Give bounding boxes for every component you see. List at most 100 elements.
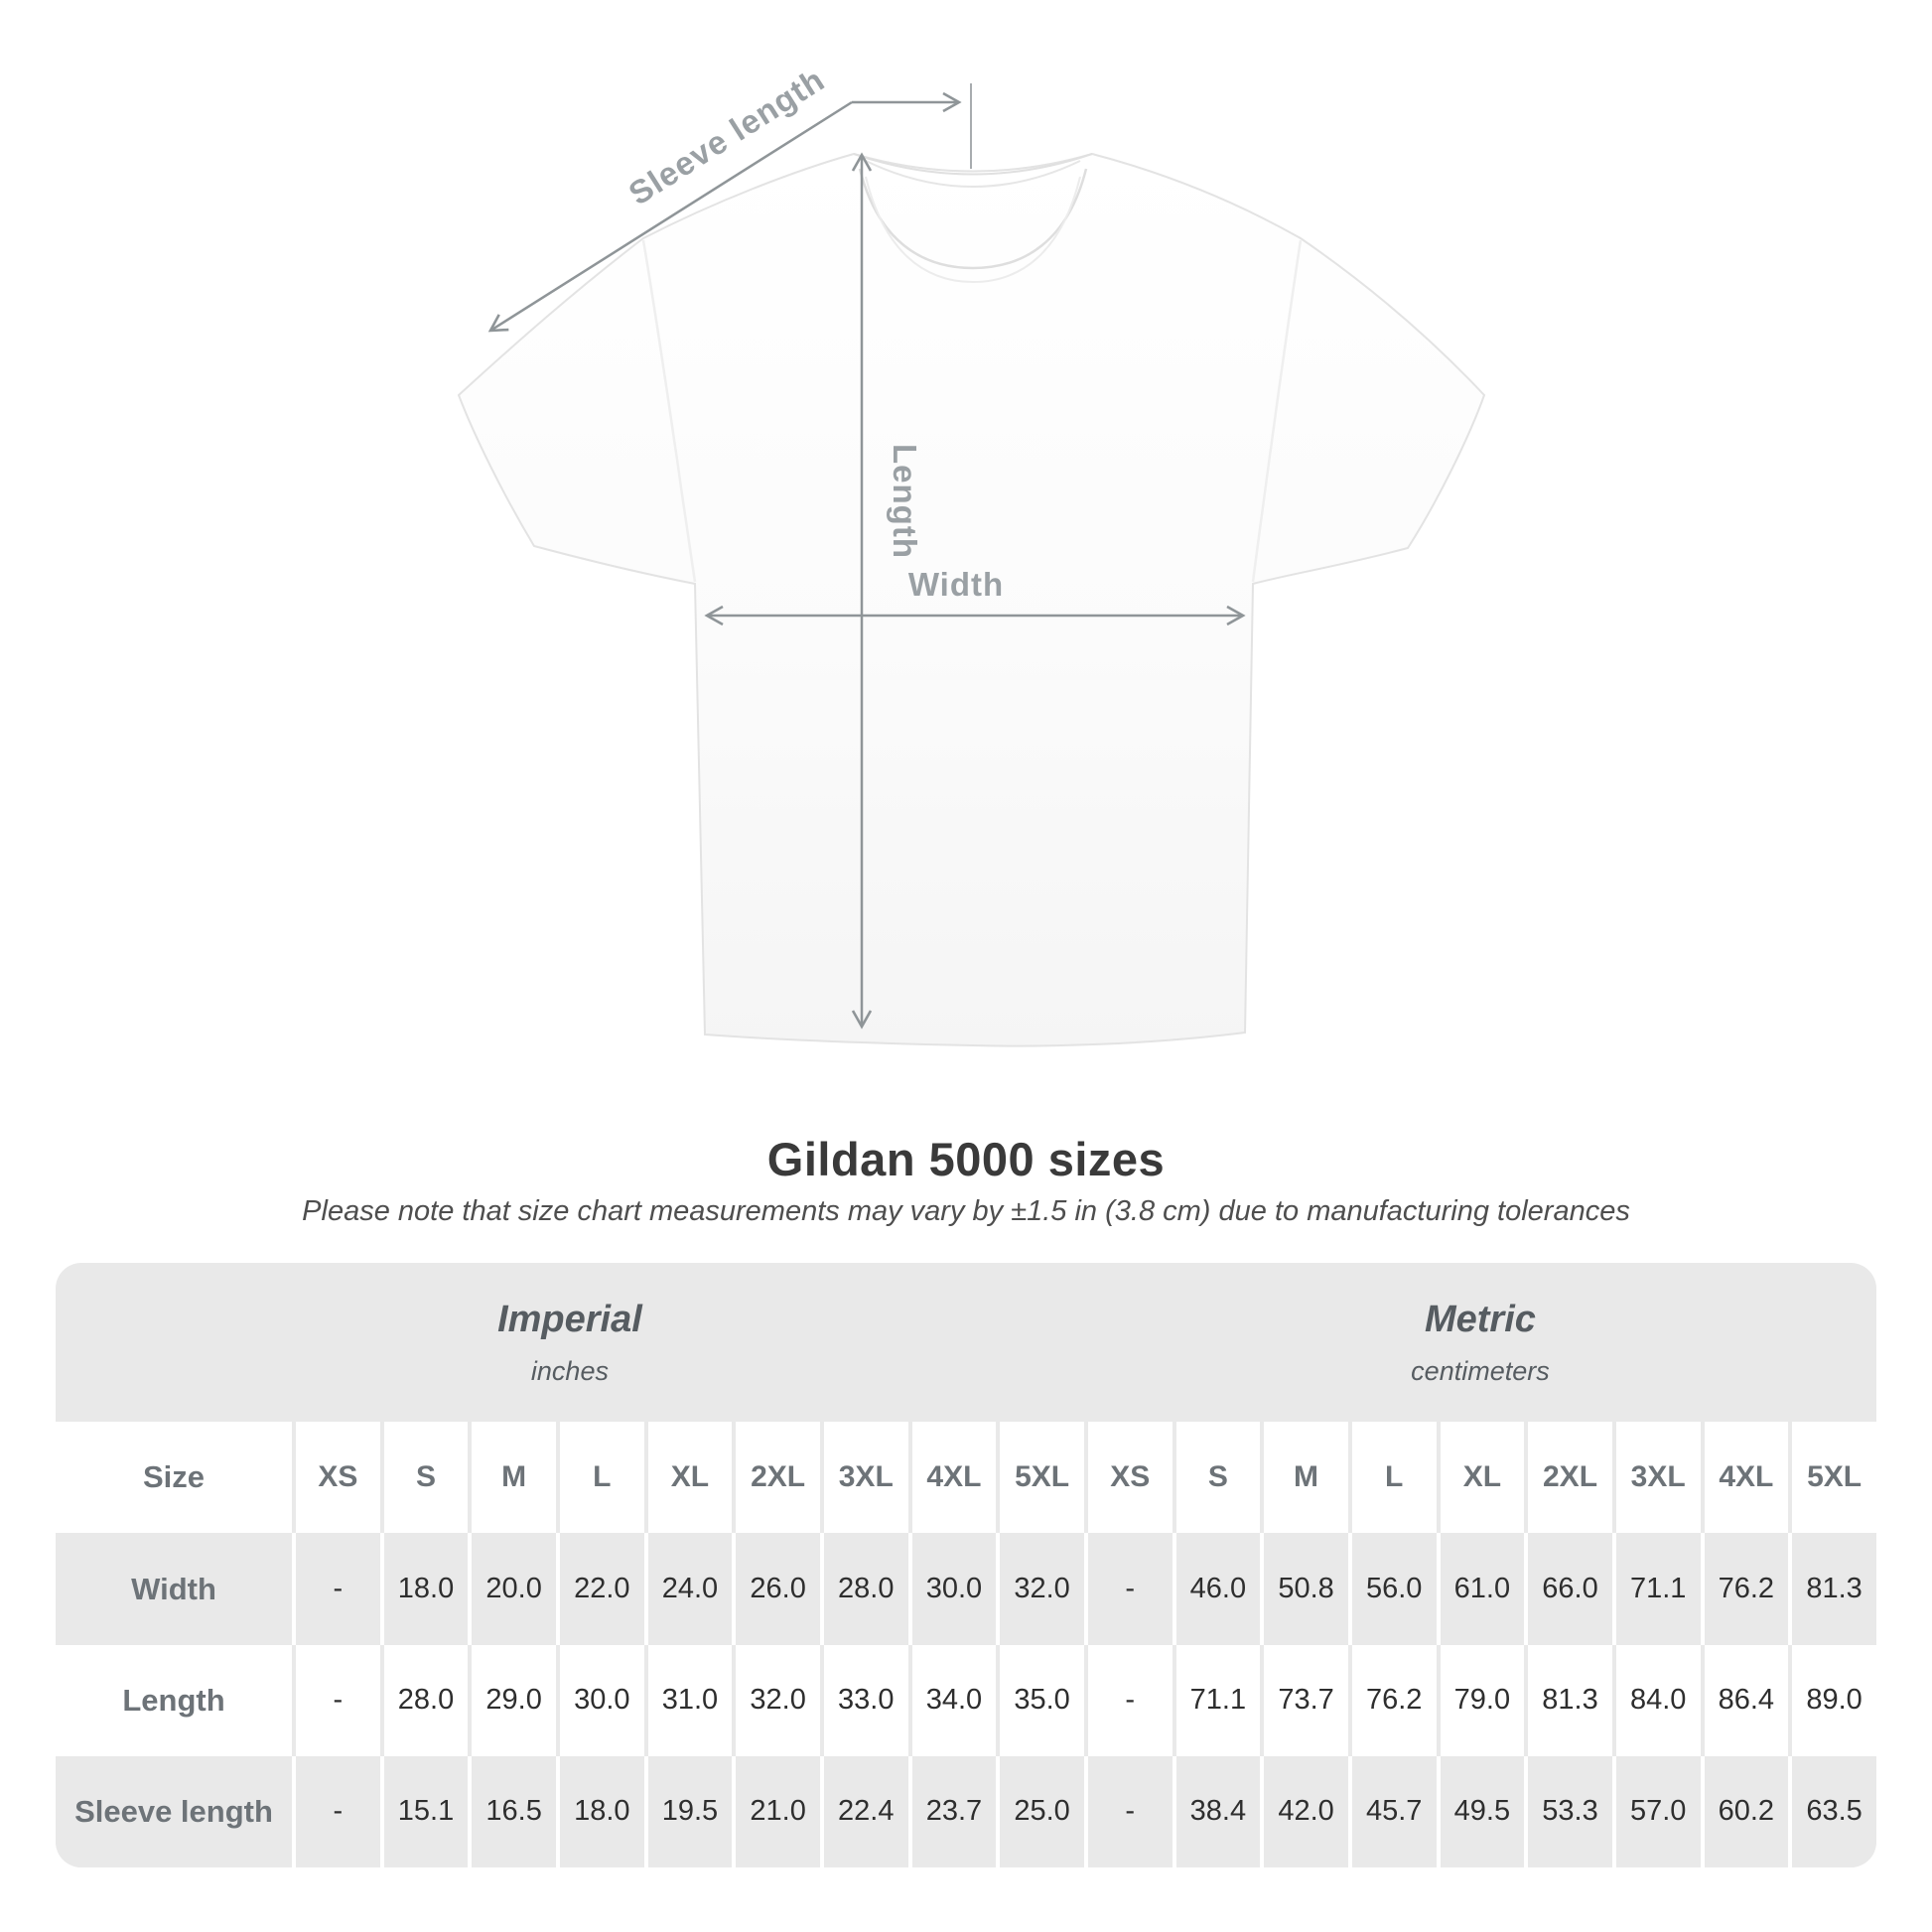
size-col-header: XS	[1083, 1422, 1173, 1534]
sleeve-length-row-label: Sleeve length	[74, 1793, 273, 1829]
size-col-header: M	[1260, 1422, 1348, 1534]
imperial-group-header: Imperial inches	[56, 1263, 1084, 1422]
sleeve-length-value-cell: 22.4	[819, 1755, 908, 1867]
length-value-cell: 35.0	[996, 1644, 1084, 1756]
sleeve-length-value-cell: 57.0	[1611, 1755, 1701, 1867]
length-value-cell: -	[292, 1644, 380, 1756]
size-col-header: 4XL	[1700, 1422, 1789, 1534]
collar-inner-line	[865, 160, 1081, 188]
collar-outer-line	[853, 153, 1093, 176]
sleeve-length-value-cell: 53.3	[1524, 1755, 1612, 1867]
right-armhole-seam	[1251, 239, 1303, 583]
sleeve-length-value-cell: 45.7	[1347, 1755, 1437, 1867]
length-value-cell: 86.4	[1700, 1644, 1789, 1756]
length-value-cell: 73.7	[1260, 1644, 1348, 1756]
size-col-header: 3XL	[1611, 1422, 1701, 1534]
page-title: Gildan 5000 sizes	[766, 1133, 1166, 1185]
sleeve-length-value-cell: 21.0	[732, 1755, 820, 1867]
size-table: Imperial inches Metric centimeters Size …	[56, 1263, 1876, 1867]
imperial-group-title: Imperial	[497, 1298, 642, 1340]
width-value-cell: -	[1083, 1533, 1173, 1645]
width-value-cell: 50.8	[1260, 1533, 1348, 1645]
tshirt-outline	[457, 152, 1486, 1047]
metric-group-unit: centimeters	[1411, 1355, 1550, 1386]
size-table-container: Imperial inches Metric centimeters Size …	[56, 1263, 1876, 1867]
width-value-cell: 18.0	[379, 1533, 469, 1645]
length-row: Length - 28.0 29.0 30.0 31.0 32.0 33.0 3…	[56, 1644, 1876, 1756]
tshirt-diagram: Sleeve length Length Width	[457, 61, 1486, 1047]
size-col-header: S	[379, 1422, 469, 1534]
length-value-cell: 84.0	[1611, 1644, 1701, 1756]
sleeve-length-value-cell: 49.5	[1436, 1755, 1525, 1867]
size-col-header: L	[555, 1422, 644, 1534]
size-col-header: XL	[643, 1422, 733, 1534]
size-col-header: 3XL	[819, 1422, 908, 1534]
size-col-header: 4XL	[907, 1422, 997, 1534]
width-value-cell: 28.0	[819, 1533, 908, 1645]
metric-group-title: Metric	[1424, 1298, 1536, 1340]
imperial-group-unit: inches	[530, 1355, 609, 1386]
sleeve-length-value-cell: 23.7	[907, 1755, 997, 1867]
size-col-header: L	[1347, 1422, 1437, 1534]
sleeve-length-value-cell: 25.0	[996, 1755, 1084, 1867]
length-value-cell: 81.3	[1524, 1644, 1612, 1756]
sleeve-length-value-cell: 60.2	[1700, 1755, 1789, 1867]
width-value-cell: 61.0	[1436, 1533, 1525, 1645]
size-col-header: S	[1172, 1422, 1261, 1534]
size-col-header: 2XL	[732, 1422, 820, 1534]
metric-group-header: Metric centimeters	[1084, 1263, 1876, 1422]
width-value-cell: 26.0	[732, 1533, 820, 1645]
size-header-row: Size XS S M L XL 2XL 3XL 4XL 5XL XS S M …	[56, 1422, 1876, 1534]
width-value-cell: 46.0	[1172, 1533, 1261, 1645]
size-col-header: 5XL	[1788, 1422, 1876, 1534]
width-value-cell: 56.0	[1347, 1533, 1437, 1645]
width-value-cell: 20.0	[468, 1533, 556, 1645]
length-label: Length	[887, 444, 923, 559]
sleeve-length-value-cell: 42.0	[1260, 1755, 1348, 1867]
sleeve-length-value-cell: 38.4	[1172, 1755, 1261, 1867]
sleeve-length-value-cell: 19.5	[643, 1755, 733, 1867]
length-value-cell: 33.0	[819, 1644, 908, 1756]
sleeve-length-row: Sleeve length - 15.1 16.5 18.0 19.5 21.0…	[56, 1755, 1876, 1867]
sleeve-length-arrow-diagonal	[487, 100, 853, 333]
length-value-cell: 34.0	[907, 1644, 997, 1756]
sleeve-length-value-cell: 15.1	[379, 1755, 469, 1867]
size-header-label: Size	[142, 1459, 206, 1495]
sleeve-length-value-cell: 18.0	[555, 1755, 644, 1867]
length-value-cell: 31.0	[643, 1644, 733, 1756]
width-value-cell: 22.0	[555, 1533, 644, 1645]
left-armhole-seam	[641, 239, 697, 583]
length-value-cell: 30.0	[555, 1644, 644, 1756]
size-col-header: 5XL	[996, 1422, 1084, 1534]
size-col-header: M	[468, 1422, 556, 1534]
sleeve-length-value-cell: -	[292, 1755, 380, 1867]
sleeve-length-value-cell: -	[1083, 1755, 1173, 1867]
sleeve-length-value-cell: 16.5	[468, 1755, 556, 1867]
length-value-cell: -	[1083, 1644, 1173, 1756]
width-label: Width	[908, 566, 1004, 603]
length-value-cell: 89.0	[1788, 1644, 1876, 1756]
width-value-cell: 76.2	[1700, 1533, 1789, 1645]
size-col-header: XL	[1436, 1422, 1525, 1534]
sleeve-length-value-cell: 63.5	[1788, 1755, 1876, 1867]
length-value-cell: 71.1	[1172, 1644, 1261, 1756]
width-value-cell: 66.0	[1524, 1533, 1612, 1645]
page-subtitle: Please note that size chart measurements…	[302, 1195, 1630, 1227]
width-value-cell: 32.0	[996, 1533, 1084, 1645]
length-value-cell: 32.0	[732, 1644, 820, 1756]
width-row-label: Width	[131, 1571, 216, 1606]
length-value-cell: 28.0	[379, 1644, 469, 1756]
width-value-cell: 81.3	[1788, 1533, 1876, 1645]
width-row: Width - 18.0 20.0 22.0 24.0 26.0 28.0 30…	[56, 1533, 1876, 1645]
width-value-cell: 30.0	[907, 1533, 997, 1645]
length-value-cell: 29.0	[468, 1644, 556, 1756]
collar-front-seam-2	[865, 176, 1081, 284]
width-value-cell: -	[292, 1533, 380, 1645]
size-col-header: XS	[292, 1422, 380, 1534]
width-value-cell: 24.0	[643, 1533, 733, 1645]
length-value-cell: 76.2	[1347, 1644, 1437, 1756]
dimension-annotations	[487, 83, 1246, 1030]
length-value-cell: 79.0	[1436, 1644, 1525, 1756]
width-value-cell: 71.1	[1611, 1533, 1701, 1645]
